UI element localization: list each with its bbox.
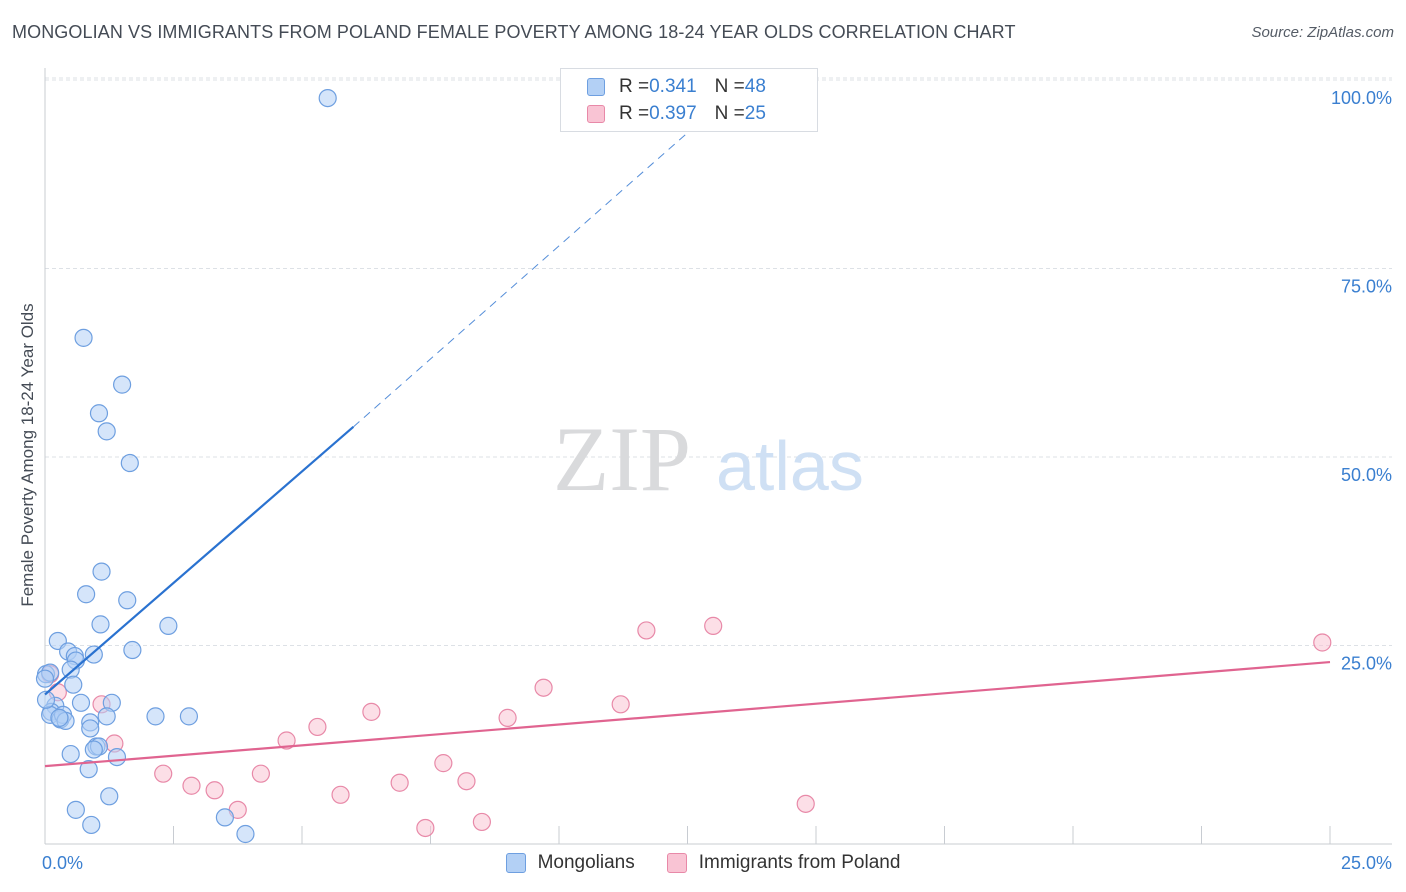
x-tick-label: 25.0% bbox=[1341, 853, 1392, 873]
data-point-mongolians bbox=[120, 453, 139, 473]
data-point-mongolians bbox=[146, 707, 165, 726]
data-point-poland bbox=[704, 616, 723, 635]
y-tick-label: 100.0% bbox=[1331, 88, 1392, 108]
legend-swatch-mongolians bbox=[587, 78, 605, 96]
x-tick-label: 0.0% bbox=[42, 853, 83, 873]
data-point-poland bbox=[205, 781, 224, 800]
data-point-mongolians bbox=[112, 375, 132, 394]
data-point-mongolians bbox=[61, 660, 80, 679]
legend-label-poland: Immigrants from Poland bbox=[698, 852, 901, 873]
y-tick-label: 25.0% bbox=[1341, 654, 1392, 674]
data-point-mongolians bbox=[84, 740, 103, 759]
y-tick-label: 50.0% bbox=[1341, 465, 1392, 485]
chart-source: Source: ZipAtlas.com bbox=[1251, 24, 1394, 41]
data-point-mongolians bbox=[64, 675, 83, 694]
data-point-poland bbox=[498, 708, 517, 727]
data-point-poland bbox=[434, 754, 453, 773]
data-point-mongolians bbox=[81, 719, 100, 738]
data-point-mongolians bbox=[107, 747, 127, 767]
data-point-mongolians bbox=[236, 824, 255, 844]
data-point-mongolians bbox=[215, 808, 234, 827]
series-legend: Mongolians Immigrants from Poland bbox=[0, 852, 1406, 874]
grid-layer bbox=[45, 77, 1392, 646]
data-point-mongolians bbox=[179, 707, 199, 726]
legend-r-label: R = bbox=[619, 103, 650, 124]
legend-n-value: 25 bbox=[744, 103, 766, 124]
series-immigrants-from-poland bbox=[41, 616, 1332, 838]
trend-layer bbox=[44, 109, 1331, 768]
data-point-poland bbox=[457, 772, 476, 791]
data-point-mongolians bbox=[159, 616, 178, 635]
data-point-poland bbox=[251, 764, 270, 783]
watermark-zip: ZIP bbox=[553, 408, 691, 510]
data-point-poland bbox=[472, 812, 491, 832]
data-point-mongolians bbox=[91, 615, 110, 634]
data-point-poland bbox=[390, 773, 409, 792]
data-point-mongolians bbox=[66, 800, 85, 819]
legend-r-value: 0.341 bbox=[649, 76, 697, 97]
data-point-mongolians bbox=[82, 815, 101, 835]
data-point-mongolians bbox=[89, 404, 109, 423]
watermark: ZIP atlas bbox=[553, 408, 864, 510]
legend-row-poland: R = 0.397 N = 25 bbox=[587, 102, 766, 126]
data-point-mongolians bbox=[318, 88, 337, 108]
watermark-atlas: atlas bbox=[716, 427, 864, 505]
data-point-poland bbox=[331, 785, 350, 804]
data-point-poland bbox=[308, 717, 327, 737]
data-point-mongolians bbox=[92, 562, 111, 581]
series-mongolians bbox=[35, 88, 337, 844]
data-point-poland bbox=[277, 731, 296, 750]
data-point-poland bbox=[611, 695, 630, 714]
tick-label-layer: 25.0% 50.0% 75.0% 100.0% 0.0% 25.0% bbox=[42, 88, 1392, 873]
legend-swatch-poland bbox=[587, 105, 605, 123]
trend-line-poland bbox=[44, 660, 1331, 768]
legend-swatch-mongolians bbox=[505, 853, 526, 873]
data-point-mongolians bbox=[77, 585, 96, 604]
data-point-mongolians bbox=[74, 328, 93, 347]
legend-n-label: N = bbox=[714, 103, 745, 124]
legend-item-mongolians[interactable]: Mongolians bbox=[505, 852, 635, 874]
data-point-poland bbox=[796, 794, 815, 813]
legend-n-value: 48 bbox=[744, 76, 766, 97]
legend-r-label: R = bbox=[619, 76, 650, 97]
data-point-poland bbox=[362, 702, 381, 721]
data-point-mongolians bbox=[36, 690, 56, 709]
data-point-mongolians bbox=[50, 708, 69, 727]
data-point-mongolians bbox=[35, 669, 55, 688]
chart-title: MONGOLIAN VS IMMIGRANTS FROM POLAND FEMA… bbox=[12, 22, 1016, 42]
data-point-poland bbox=[182, 776, 201, 795]
data-point-poland bbox=[1313, 633, 1332, 652]
data-point-mongolians bbox=[100, 787, 119, 806]
data-point-mongolians bbox=[84, 645, 103, 664]
data-point-poland bbox=[416, 818, 435, 838]
data-point-mongolians bbox=[97, 707, 116, 726]
stats-legend: R = 0.341 N = 48 R = 0.397 N = 25 bbox=[560, 68, 818, 132]
legend-label-mongolians: Mongolians bbox=[537, 852, 635, 873]
data-point-poland bbox=[637, 621, 656, 640]
trend-line-mongolians bbox=[44, 426, 355, 696]
legend-r-value: 0.397 bbox=[649, 103, 697, 124]
data-point-mongolians bbox=[79, 760, 98, 779]
data-point-mongolians bbox=[61, 744, 80, 764]
data-point-mongolians bbox=[71, 693, 91, 712]
data-point-mongolians bbox=[97, 422, 116, 441]
data-point-mongolians bbox=[118, 591, 137, 610]
data-point-mongolians bbox=[123, 640, 142, 660]
y-tick-label: 75.0% bbox=[1341, 277, 1392, 297]
legend-item-poland[interactable]: Immigrants from Poland bbox=[666, 852, 901, 874]
data-point-poland bbox=[154, 764, 173, 783]
legend-n-label: N = bbox=[714, 76, 745, 97]
legend-row-mongolians: R = 0.341 N = 48 bbox=[587, 75, 766, 99]
legend-swatch-poland bbox=[666, 853, 687, 873]
trend-line-mongolians-extension bbox=[353, 109, 714, 428]
data-point-poland bbox=[534, 678, 553, 697]
